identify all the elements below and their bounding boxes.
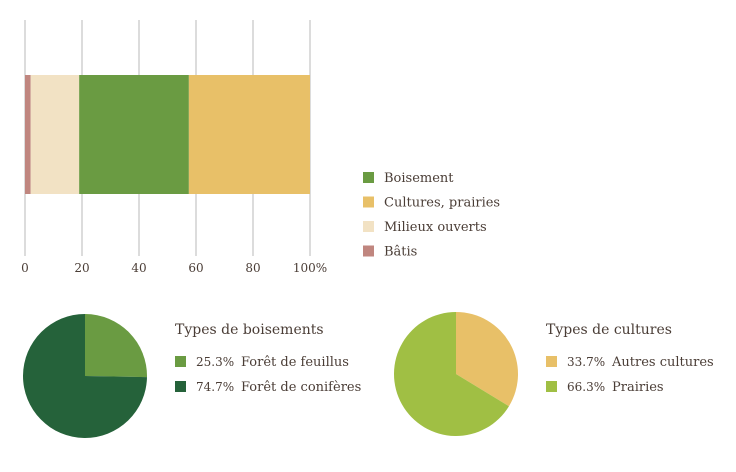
pie-title-types-de-cultures: Types de cultures (546, 322, 672, 338)
legend-label-milieux-ouverts: Milieux ouverts (384, 220, 487, 235)
legend-swatch-boisement (363, 172, 374, 183)
pie-legend-swatch-autres-cultures (546, 356, 557, 367)
pie-legend-swatch-prairies (546, 381, 557, 392)
legend-swatch-milieux-ouverts (363, 221, 374, 232)
x-tick-label-40: 40 (131, 261, 146, 275)
x-axis-ticks: 0 20 40 60 80 100% (21, 261, 327, 275)
pie-legend-percent-foret-de-feuillus: 25.3% (196, 355, 234, 369)
pie-slice-foret-de-feuillus (85, 314, 147, 378)
x-tick-label-100: 100% (293, 261, 327, 275)
pie-legend-label-foret-de-coniferes: Forêt de conifères (241, 380, 361, 395)
bar-legend: Boisement Cultures, prairies Milieux ouver… (363, 171, 500, 260)
pie-slice-autres-cultures (456, 312, 518, 407)
bar-segment-cultures-prairies (188, 75, 310, 194)
pie-legend-swatch-foret-de-coniferes (175, 381, 186, 392)
pie-chart-cultures: Types de cultures 33.7% Autres cultures 66.… (393, 312, 714, 437)
pie-slice-foret-de-coniferes (22, 314, 147, 438)
legend-swatch-cultures-prairies (363, 196, 374, 208)
bar-segment-batis (25, 75, 31, 194)
x-tick-label-0: 0 (21, 261, 29, 275)
pie-legend-label-prairies: Prairies (612, 380, 664, 395)
legend-label-batis: Bâtis (384, 245, 417, 260)
pie-legend-label-autres-cultures: Autres cultures (611, 355, 714, 370)
legend-label-boisement: Boisement (384, 171, 454, 186)
bar-segment-milieux-ouverts (30, 75, 80, 194)
pie-legend-percent-prairies: 66.3% (567, 380, 605, 394)
legend-swatch-batis (363, 245, 374, 257)
pie-title-types-de-boisements: Types de boisements (175, 322, 324, 338)
x-tick-label-60: 60 (188, 261, 203, 275)
pie-chart-boisements: Types de boisements 25.3% Forêt de feuillu… (22, 314, 361, 438)
x-tick-label-20: 20 (74, 261, 89, 275)
pie-legend-percent-autres-cultures: 33.7% (567, 355, 605, 369)
pie-legend-percent-foret-de-coniferes: 74.7% (196, 380, 234, 394)
stacked-bar-chart: 0 20 40 60 80 100% Boisement Cultures, prairie… (21, 20, 500, 275)
pie-legend-swatch-foret-de-feuillus (175, 356, 186, 367)
bar-segments (25, 75, 310, 194)
pie-slice-prairies (393, 312, 509, 437)
pie-legend-label-foret-de-feuillus: Forêt de feuillus (241, 355, 349, 370)
bar-segment-boisement (79, 75, 189, 194)
legend-label-cultures-prairies: Cultures, prairies (384, 196, 500, 211)
x-tick-label-80: 80 (245, 261, 260, 275)
